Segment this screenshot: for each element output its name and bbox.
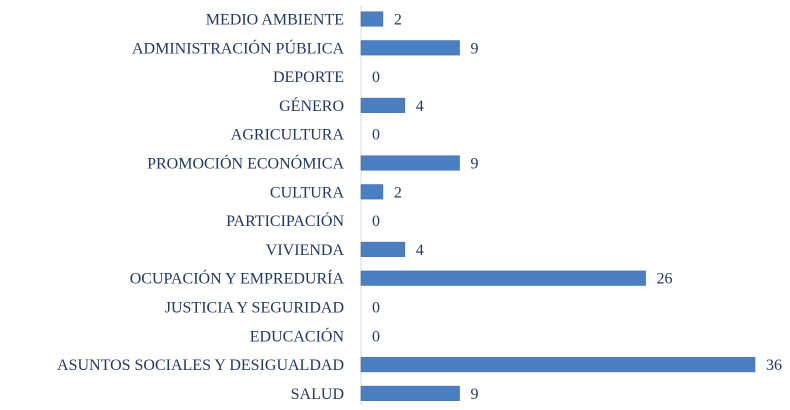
category-label: ADMINISTRACIÓN PÚBLICA [132,38,344,57]
category-label: PARTICIPACIÓN [226,211,344,230]
data-label: 9 [471,386,479,403]
data-label: 9 [471,156,479,173]
bar [360,40,460,56]
data-label: 0 [372,328,380,345]
data-label: 4 [416,242,424,259]
data-label: 36 [766,357,782,374]
category-label: VIVIENDA [266,242,345,259]
data-label: 9 [471,40,479,57]
data-label: 0 [372,213,380,230]
category-label: SALUD [291,386,344,403]
category-label: EDUCACIÓN [250,326,345,345]
bars [360,11,756,401]
data-label: 0 [372,300,380,317]
category-label: JUSTICIA Y SEGURIDAD [165,300,344,317]
bar [360,270,646,286]
data-label: 2 [394,184,402,201]
bar [360,184,384,200]
data-label: 26 [657,271,673,288]
category-labels: MEDIO AMBIENTE ADMINISTRACIÓN PÚBLICA DEPO… [57,12,344,403]
bar [360,385,460,401]
data-label: 0 [372,127,380,144]
data-label: 0 [372,69,380,86]
category-label: CULTURA [270,184,345,201]
category-label: PROMOCIÓN ECONÓMICA [147,154,344,173]
bar [360,11,384,27]
category-label: MEDIO AMBIENTE [206,12,344,29]
data-label: 2 [394,12,402,29]
category-label: GÉNERO [279,96,344,115]
category-label: AGRICULTURA [231,127,345,144]
bar [360,241,406,257]
bar [360,97,406,113]
data-label: 4 [416,98,424,115]
category-label: DEPORTE [273,69,344,86]
category-label: OCUPACIÓN Y EMPREDURÍA [130,269,345,288]
bar [360,357,756,373]
category-label: ASUNTOS SOCIALES Y DESIGUALDAD [57,357,344,374]
bar [360,155,460,171]
